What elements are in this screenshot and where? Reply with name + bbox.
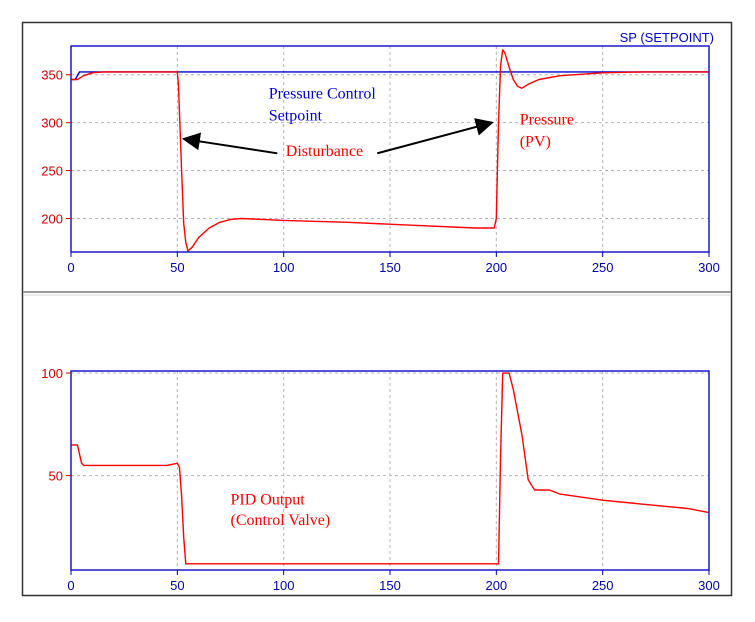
x-tick-label: 250	[592, 578, 614, 593]
x-tick-label: 50	[170, 260, 184, 275]
y-tick-label: 200	[41, 211, 63, 226]
x-tick-label: 300	[698, 578, 720, 593]
chart-annotation: (Control Valve)	[231, 512, 331, 529]
chart-annotation: Setpoint	[269, 108, 323, 125]
x-tick-label: 250	[592, 260, 614, 275]
chart-annotation: Pressure Control	[269, 86, 377, 103]
chart-annotation: Pressure	[520, 112, 574, 129]
disturbance-arrow	[376, 118, 494, 155]
x-tick-label: 100	[273, 578, 295, 593]
x-tick-label: 200	[485, 578, 507, 593]
pressure-x-ticks: 0 50 100 150 200 250 300	[67, 252, 720, 275]
outer-frame	[21, 21, 733, 597]
pressure-series	[71, 49, 709, 252]
y-tick-label: 50	[49, 469, 63, 484]
x-tick-label: 0	[67, 260, 74, 275]
pressure-annotations: Pressure Control Setpoint Disturbance Press…	[181, 86, 574, 160]
output-annotations: PID Output (Control Valve)	[231, 491, 331, 529]
pid-output-panel: 50 100 0 50 100 150 200 250 300 PID Output (Cont…	[41, 366, 720, 593]
sp-series-label: SP (SETPOINT)	[620, 30, 714, 45]
output-x-ticks: 0 50 100 150 200 250 300	[67, 570, 720, 593]
y-tick-label: 100	[41, 366, 63, 381]
chart-annotation: Disturbance	[286, 143, 363, 160]
chart-annotation: PID Output	[231, 491, 306, 508]
output-series	[71, 372, 710, 565]
output-pv-line	[71, 372, 710, 565]
x-tick-label: 150	[379, 578, 401, 593]
y-tick-label: 350	[41, 68, 63, 83]
x-tick-label: 100	[273, 260, 295, 275]
output-grid	[71, 371, 710, 570]
x-tick-label: 150	[379, 260, 401, 275]
x-tick-label: 200	[485, 260, 507, 275]
y-tick-label: 300	[41, 116, 63, 131]
x-tick-label: 300	[698, 260, 720, 275]
pressure-pv-line	[71, 49, 709, 252]
x-tick-label: 0	[67, 578, 74, 593]
x-tick-label: 50	[170, 578, 184, 593]
pressure-trend-panel: 200 250 300 350 0 50 100 150 200 250 300 SP (SETP…	[41, 30, 720, 275]
y-tick-label: 250	[41, 164, 63, 179]
pressure-y-ticks: 200 250 300 350	[41, 68, 71, 226]
chart-annotation: (PV)	[520, 134, 551, 151]
output-y-ticks: 50 100	[41, 366, 71, 484]
disturbance-arrow	[181, 132, 278, 155]
